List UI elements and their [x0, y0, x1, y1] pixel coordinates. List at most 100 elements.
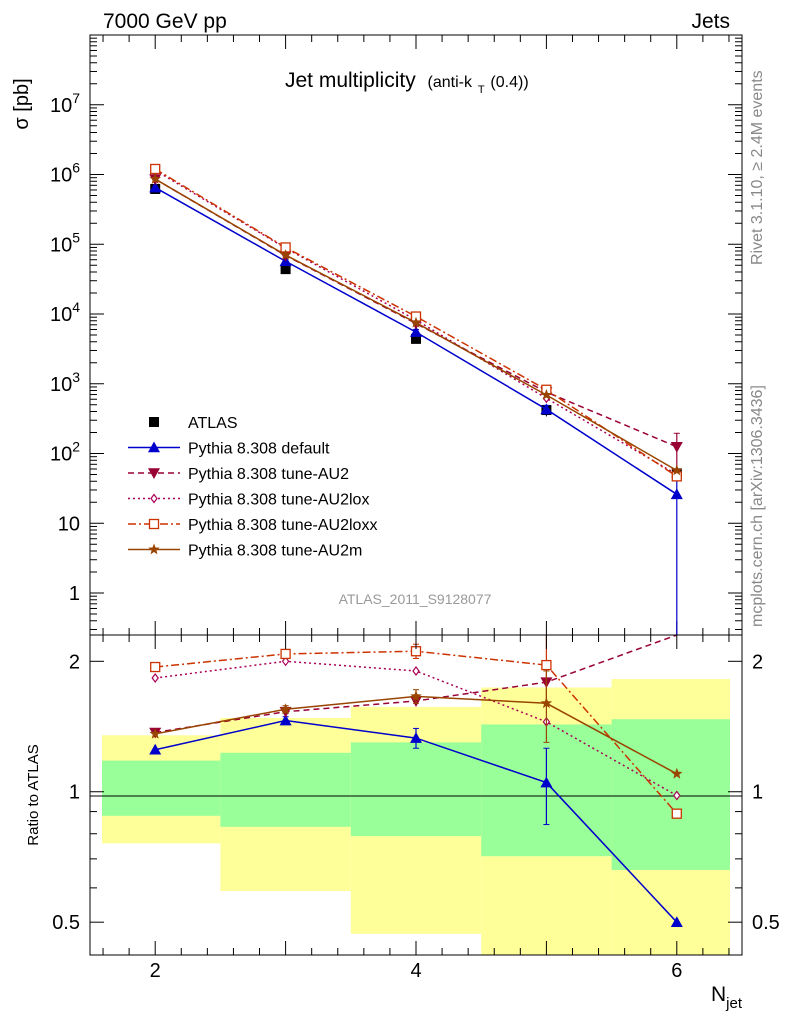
legend-swatch-marker [148, 518, 160, 530]
ratio-point [410, 732, 422, 743]
x-axis-label: Njet [711, 983, 743, 1012]
ratio-band-inner [102, 760, 221, 816]
main-y-tick-label: 10 [58, 513, 80, 535]
ratio-uncertainty-bands [102, 679, 730, 955]
ratio-point [673, 790, 681, 801]
main-data-point [280, 264, 291, 275]
x-tick-labels: 2 4 6 [150, 960, 683, 982]
main-point [149, 181, 162, 193]
ratio-y-tick-label: 2 [69, 651, 80, 673]
ratio-series-3 [151, 656, 681, 801]
main-series-1 [149, 181, 683, 636]
x-tick-label: 4 [410, 960, 421, 982]
main-title-tail: (0.4)) [490, 74, 528, 91]
main-axis-ticks [90, 34, 742, 635]
ratio-band-inner [220, 752, 351, 827]
main-point [670, 441, 683, 453]
main-y-tick-label: 107 [50, 90, 80, 117]
header-left: 7000 GeV pp [103, 10, 227, 33]
ratio-axis-ticks [90, 635, 742, 955]
main-title: Jet multiplicity (anti-k T (0.4)) [285, 69, 529, 98]
ratio-point [541, 659, 552, 671]
ratio-series-5 [149, 670, 683, 779]
main-series-5 [149, 173, 683, 476]
main-title-text: Jet multiplicity [285, 69, 416, 92]
ratio-point [281, 656, 290, 667]
main-y-tick-label: 104 [50, 299, 80, 326]
ratio-series-layer [149, 634, 683, 927]
svg-text:Jet multiplicity (anti: Jet multiplicity (anti-k T (0.4)) [285, 69, 529, 98]
ratio-point [671, 808, 682, 819]
legend-swatch-marker [149, 417, 159, 427]
legend-item: ATLAS [149, 415, 238, 432]
ratio-series-1 [149, 714, 683, 927]
legend-item: Pythia 8.308 tune-AU2loxx [128, 517, 377, 534]
main-point [410, 326, 422, 337]
main-y-tick-label: 1 [69, 583, 80, 605]
legend-label: ATLAS [188, 415, 238, 432]
ratio-y-tick-label-right: 0.5 [752, 912, 780, 934]
ratio-point [150, 661, 161, 673]
main-y-tick-labels: 1 10 102 103 104 105 106 107 [50, 90, 80, 605]
main-y-label: σ [pb] [11, 78, 33, 129]
legend-item: Pythia 8.308 tune-AU2 [128, 466, 349, 483]
legend-item: Pythia 8.308 tune-AU2m [128, 543, 362, 560]
ratio-y-tick-label-right: 1 [752, 782, 763, 804]
ratio-panel: 1 1 2 2 0.5 0.5 2 4 6 Ratio to ATLAS Njet [25, 634, 780, 1012]
ratio-point [280, 648, 291, 660]
ratio-point [149, 727, 161, 739]
main-point [410, 316, 422, 328]
main-point [671, 464, 683, 476]
main-point [671, 471, 682, 482]
legend-item: Pythia 8.308 tune-AU2lox [128, 492, 369, 509]
x-axis-label-main: N [711, 983, 726, 1006]
main-series-layer [149, 163, 683, 636]
ratio-y-label: Ratio to ATLAS [25, 744, 42, 845]
legend-swatch-marker [150, 493, 158, 504]
ratio-y-tick-label: 0.5 [52, 912, 80, 934]
ratio-point [410, 690, 422, 702]
main-y-tick-label: 105 [50, 229, 80, 256]
main-panel: 1 10 102 103 104 105 106 107 ATLAS_2011_S912807… [11, 34, 743, 636]
ratio-point [279, 714, 292, 726]
main-y-tick-label: 103 [50, 369, 80, 396]
rivet-label: Rivet 3.1.10, ≥ 2.4M events [749, 70, 766, 265]
main-data-point [411, 333, 421, 344]
legend-label: Pythia 8.308 tune-AU2 [188, 466, 349, 483]
ratio-band-inner [611, 719, 730, 870]
ratio-point [279, 703, 292, 715]
header-right: Jets [691, 10, 730, 33]
legend-swatch-marker [148, 468, 160, 479]
main-y-tick-label: 102 [50, 439, 80, 466]
legend-item: Pythia 8.308 default [128, 441, 330, 458]
legend-swatch-marker [148, 441, 160, 453]
main-y-tick-label: 106 [50, 160, 80, 187]
ratio-point [670, 916, 683, 927]
main-point [670, 488, 683, 500]
legend-label: Pythia 8.308 tune-AU2lox [188, 492, 369, 509]
main-title-suffix: (anti-k [428, 74, 473, 91]
legend-swatch-marker [148, 543, 160, 555]
ratio-y-tick-label-right: 2 [752, 651, 763, 673]
ratio-point [149, 743, 162, 755]
x-axis-label-sub: jet [725, 995, 743, 1012]
legend-label: Pythia 8.308 tune-AU2m [188, 543, 362, 560]
main-title-sub: T [478, 84, 485, 96]
main-watermark: ATLAS_2011_S9128077 [339, 591, 492, 607]
ratio-point [671, 767, 683, 779]
legend-label: Pythia 8.308 default [188, 441, 330, 458]
mcplots-label: mcplots.cern.ch [arXiv:1306.3436] [749, 385, 766, 627]
ratio-point [540, 776, 553, 788]
ratio-y-tick-labels: 1 1 2 2 0.5 0.5 [52, 651, 780, 934]
main-point [149, 173, 161, 184]
x-tick-label: 6 [671, 960, 682, 982]
ratio-point [412, 665, 420, 676]
ratio-point [540, 697, 553, 709]
ratio-point [151, 673, 159, 684]
ratio-band-inner [350, 742, 482, 837]
main-point [279, 249, 292, 260]
main-point [150, 163, 161, 175]
ratio-y-tick-label: 1 [69, 782, 80, 804]
main-point [540, 403, 553, 415]
